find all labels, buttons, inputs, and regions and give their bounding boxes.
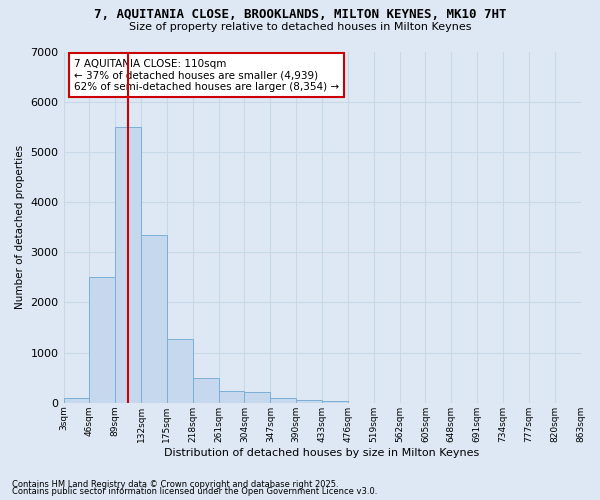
Bar xyxy=(271,398,296,403)
Bar xyxy=(141,234,167,403)
Bar xyxy=(296,400,322,403)
Bar xyxy=(244,392,271,403)
Bar xyxy=(167,338,193,403)
Bar xyxy=(322,402,348,403)
Text: Contains public sector information licensed under the Open Government Licence v3: Contains public sector information licen… xyxy=(12,487,377,496)
Bar xyxy=(193,378,218,403)
Text: Size of property relative to detached houses in Milton Keynes: Size of property relative to detached ho… xyxy=(129,22,471,32)
Text: Contains HM Land Registry data © Crown copyright and database right 2025.: Contains HM Land Registry data © Crown c… xyxy=(12,480,338,489)
Bar xyxy=(89,278,115,403)
Text: 7 AQUITANIA CLOSE: 110sqm
← 37% of detached houses are smaller (4,939)
62% of se: 7 AQUITANIA CLOSE: 110sqm ← 37% of detac… xyxy=(74,58,339,92)
Text: 7, AQUITANIA CLOSE, BROOKLANDS, MILTON KEYNES, MK10 7HT: 7, AQUITANIA CLOSE, BROOKLANDS, MILTON K… xyxy=(94,8,506,20)
Bar xyxy=(218,391,244,403)
Bar xyxy=(64,398,89,403)
Bar xyxy=(115,127,141,403)
X-axis label: Distribution of detached houses by size in Milton Keynes: Distribution of detached houses by size … xyxy=(164,448,479,458)
Y-axis label: Number of detached properties: Number of detached properties xyxy=(15,145,25,309)
